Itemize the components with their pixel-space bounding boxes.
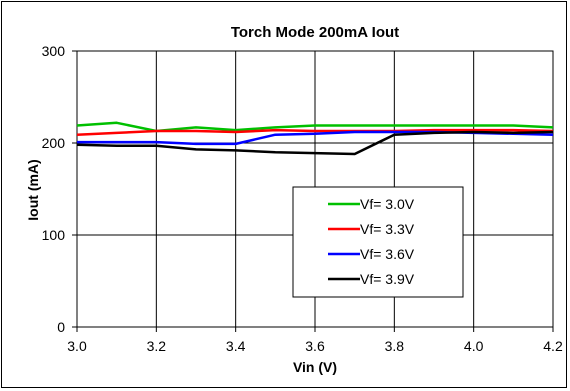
x-tick-label: 4.2 — [543, 338, 563, 354]
legend: Vf= 3.0V Vf= 3.3V Vf= 3.6V Vf= 3.9V — [292, 186, 464, 298]
x-tick-label: 4.0 — [464, 338, 484, 354]
legend-label-1: Vf= 3.0V — [360, 196, 415, 212]
y-tick-label: 0 — [57, 319, 65, 335]
chart-title: Torch Mode 200mA Iout — [231, 24, 399, 41]
y-tick-label: 300 — [42, 43, 66, 59]
legend-label-3: Vf= 3.6V — [360, 246, 415, 262]
series-lines — [76, 121, 554, 156]
x-tick-labels: 3.0 3.2 3.4 3.6 3.8 4.0 4.2 — [67, 327, 563, 354]
series-line-2 — [76, 128, 554, 136]
y-axis-label: Iout (mA) — [25, 159, 41, 220]
y-tick-label: 100 — [42, 227, 66, 243]
x-tick-label: 3.4 — [226, 338, 246, 354]
x-axis-label: Vin (V) — [293, 359, 337, 375]
x-tick-label: 3.2 — [147, 338, 167, 354]
legend-box — [292, 186, 464, 298]
y-tick-label: 200 — [42, 135, 66, 151]
y-tick-labels: 0 100 200 300 — [42, 43, 77, 335]
x-tick-label: 3.0 — [67, 338, 87, 354]
legend-label-4: Vf= 3.9V — [360, 271, 415, 287]
x-tick-label: 3.6 — [305, 338, 325, 354]
legend-label-2: Vf= 3.3V — [360, 221, 415, 237]
series-line-4 — [76, 130, 554, 156]
x-tick-label: 3.8 — [385, 338, 405, 354]
